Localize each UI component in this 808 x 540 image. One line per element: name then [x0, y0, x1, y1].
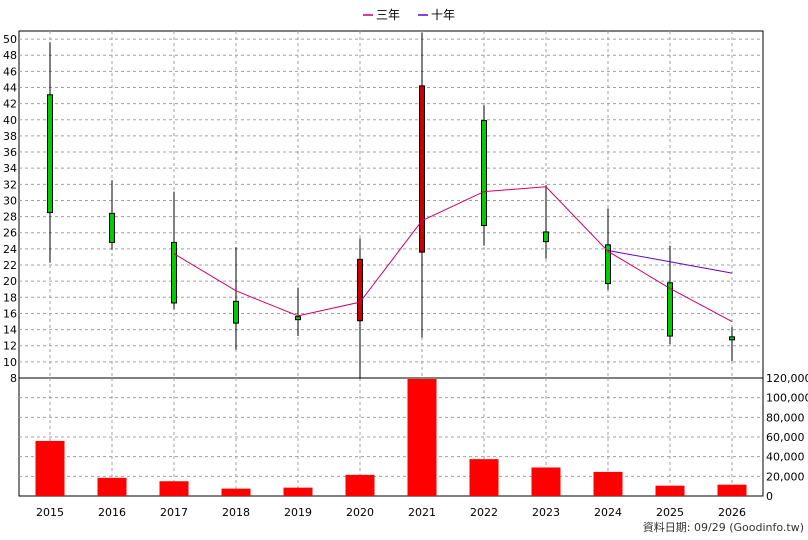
price-tick-label: 48	[3, 49, 17, 62]
x-tick-label: 2021	[408, 506, 436, 519]
volume-tick-label: 100,000	[766, 392, 808, 405]
volume-grid	[18, 377, 764, 497]
x-tick-label: 2019	[284, 506, 312, 519]
volume-tick-label: 40,000	[766, 451, 805, 464]
price-grid	[18, 30, 764, 379]
candle-body	[233, 300, 239, 324]
x-tick-label: 2026	[718, 506, 746, 519]
x-tick-label: 2015	[36, 506, 64, 519]
candle-body	[605, 244, 611, 285]
price-tick-label: 8	[10, 372, 17, 385]
price-tick-label: 46	[3, 65, 17, 78]
price-tick-label: 50	[3, 33, 17, 46]
volume-bar	[531, 467, 561, 496]
x-tick-label: 2016	[98, 506, 126, 519]
volume-bar	[97, 477, 127, 496]
price-tick-label: 40	[3, 114, 17, 127]
price-axis: 8 10 12 14 16 18 20 22 24 26 28 30 32 34 36 38 40 42 44 46 4…	[3, 33, 17, 385]
price-tick-label: 38	[3, 130, 17, 143]
candle-body	[47, 94, 53, 214]
x-tick-label: 2025	[656, 506, 684, 519]
candle-body	[419, 85, 425, 253]
volume-bar	[407, 379, 437, 496]
volume-tick-label: 0	[766, 490, 773, 503]
volume-tick-label: 60,000	[766, 431, 805, 444]
x-tick-label: 2018	[222, 506, 250, 519]
candle-body	[667, 282, 673, 337]
price-tick-label: 16	[3, 307, 17, 320]
volume-bar	[593, 471, 623, 496]
price-tick-label: 14	[3, 324, 17, 337]
candle-body	[357, 258, 363, 322]
price-tick-label: 10	[3, 356, 17, 369]
volume-axis: 0 20,000 40,000 60,000 80,000 100,000 120,000	[766, 372, 808, 503]
volume-bar	[35, 440, 65, 496]
volume-bars	[35, 379, 747, 496]
candles	[47, 32, 735, 379]
price-tick-label: 42	[3, 98, 17, 111]
avg-line	[607, 250, 733, 274]
price-tick-label: 26	[3, 227, 17, 240]
price-tick-label: 30	[3, 194, 17, 207]
candle-body	[109, 212, 115, 243]
candle-body	[481, 120, 487, 226]
legend-label: 十年	[431, 8, 455, 22]
avg-lines	[173, 186, 733, 322]
volume-bar	[221, 488, 251, 496]
footer-source: 資料日期: 09/29 (Goodinfo.tw)	[643, 520, 804, 534]
x-tick-label: 2022	[470, 506, 498, 519]
price-tick-label: 34	[3, 162, 17, 175]
volume-tick-label: 120,000	[766, 372, 808, 385]
legend-label: 三年	[376, 8, 400, 22]
volume-bar	[717, 484, 747, 496]
volume-bar	[283, 487, 313, 496]
avg-line	[173, 186, 733, 322]
candle-body	[729, 336, 735, 341]
price-frame	[18, 30, 764, 379]
legend: 三年 十年	[363, 8, 455, 22]
x-tick-label: 2023	[532, 506, 560, 519]
price-tick-label: 20	[3, 275, 17, 288]
x-tick-label: 2020	[346, 506, 374, 519]
volume-tick-label: 20,000	[766, 470, 805, 483]
candle-body	[543, 231, 549, 243]
candle-body	[295, 316, 301, 321]
price-tick-label: 24	[3, 243, 17, 256]
price-tick-label: 44	[3, 81, 17, 94]
x-axis: 2015 2016 2017 2018 2019 2020 2021 2022 2023 2024…	[36, 506, 746, 519]
volume-tick-label: 80,000	[766, 411, 805, 424]
price-tick-label: 18	[3, 291, 17, 304]
candle-body	[171, 241, 177, 304]
price-tick-label: 32	[3, 178, 17, 191]
volume-bar	[469, 459, 499, 496]
price-tick-label: 12	[3, 340, 17, 353]
volume-bar	[345, 474, 375, 496]
x-tick-label: 2017	[160, 506, 188, 519]
price-tick-label: 36	[3, 146, 17, 159]
price-tick-label: 28	[3, 211, 17, 224]
volume-bar	[655, 485, 685, 496]
x-tick-label: 2024	[594, 506, 622, 519]
price-tick-label: 22	[3, 259, 17, 272]
volume-bar	[159, 481, 189, 496]
